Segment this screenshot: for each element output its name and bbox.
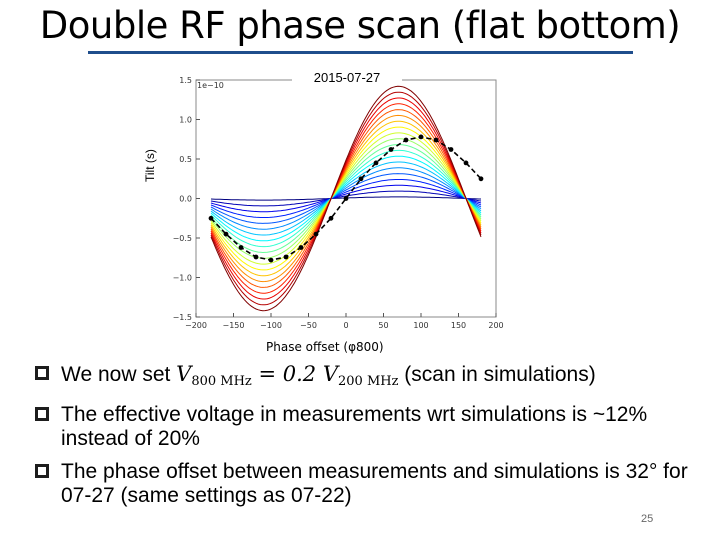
simulation-curve xyxy=(210,190,482,207)
x-tick-label: 100 xyxy=(413,321,428,330)
simulation-curve xyxy=(210,97,482,300)
plot-date-label: 2015-07-27 xyxy=(292,70,402,85)
measurement-point xyxy=(238,245,244,250)
math-symbol-v: V xyxy=(322,362,338,386)
simulation-curve xyxy=(210,155,482,242)
measurement-point xyxy=(418,134,424,140)
simulation-curve xyxy=(210,126,482,271)
measurement-point xyxy=(268,257,274,263)
bullet-list: We now set V800 MHz = 0.2 V200 MHz (scan… xyxy=(33,362,698,517)
measurement-point xyxy=(223,231,229,237)
x-tick-label: −200 xyxy=(185,321,207,330)
measurement-point xyxy=(208,215,214,221)
measurement-point xyxy=(403,137,409,143)
x-tick-label: 200 xyxy=(488,321,503,330)
y-axis-label: Tilt (s) xyxy=(143,149,157,182)
bullet-item: We now set V800 MHz = 0.2 V200 MHz (scan… xyxy=(33,362,698,394)
measurement-series xyxy=(208,134,484,263)
measurement-point xyxy=(373,160,379,166)
measurement-point xyxy=(283,254,289,260)
simulation-curve xyxy=(210,161,482,236)
plot-axes: 1.5 1.0 0.5 0.0 −0.5 −1.0 −1.5−200 −150 −100 −50 0… xyxy=(173,76,504,330)
measurement-point xyxy=(358,176,364,182)
checkbox-bullet-icon xyxy=(35,407,49,421)
measurement-point xyxy=(433,137,439,143)
measurement-point xyxy=(463,160,469,166)
checkbox-bullet-icon xyxy=(35,464,49,478)
slide-title: Double RF phase scan (flat bottom) xyxy=(39,4,681,47)
math-symbol-v: V xyxy=(176,362,192,386)
y-tick-label: 1.0 xyxy=(179,116,192,125)
simulation-curve xyxy=(210,132,482,265)
subscript-200: 200 MHz xyxy=(338,374,399,389)
bullet-text: The effective voltage in measurements wr… xyxy=(61,403,648,450)
simulation-curve xyxy=(210,120,482,277)
title-underline xyxy=(88,51,633,54)
simulation-curve xyxy=(210,173,482,224)
y-tick-label: 1.5 xyxy=(179,76,192,85)
x-tick-label: −150 xyxy=(223,321,245,330)
simulation-curve xyxy=(210,85,482,312)
simulation-curve xyxy=(210,184,482,213)
bullet-text-pre: We now set xyxy=(61,363,177,386)
x-tick-label: 50 xyxy=(378,321,388,330)
y-tick-label: 0.5 xyxy=(179,155,192,164)
subscript-800: 800 MHz xyxy=(191,374,252,389)
bullet-item: The phase offset between measurements an… xyxy=(33,460,698,508)
page-number: 25 xyxy=(641,513,654,525)
bullet-text-post: (scan in simulations) xyxy=(398,363,596,386)
math-equals: = 0.2 xyxy=(251,362,323,386)
simulation-curve xyxy=(210,114,482,283)
measurement-point xyxy=(328,215,334,221)
measurement-point xyxy=(253,254,259,260)
y-tick-label: −1.5 xyxy=(173,313,192,322)
y-tick-label: −1.0 xyxy=(173,274,192,283)
measurement-point xyxy=(298,245,304,250)
simulation-curve xyxy=(210,179,482,218)
x-tick-label: −100 xyxy=(260,321,282,330)
simulation-curve xyxy=(210,91,482,306)
simulation-curve xyxy=(210,149,482,248)
y-exponent-label: 1e−10 xyxy=(197,81,224,90)
x-tick-label: 0 xyxy=(343,321,348,330)
bullet-text: The phase offset between measurements an… xyxy=(61,460,688,507)
measurement-point xyxy=(388,147,394,152)
measurement-point xyxy=(448,147,454,152)
measurement-point xyxy=(478,176,484,182)
bullet-item: The effective voltage in measurements wr… xyxy=(33,403,698,451)
x-tick-label: −50 xyxy=(300,321,317,330)
measurement-point xyxy=(343,196,349,201)
checkbox-bullet-icon xyxy=(35,366,49,380)
simulation-curve xyxy=(210,167,482,230)
measurement-point xyxy=(313,231,319,237)
y-tick-label: −0.5 xyxy=(173,234,192,243)
y-tick-label: 0.0 xyxy=(179,195,192,204)
x-tick-label: 150 xyxy=(451,321,466,330)
x-axis-label: Phase offset (φ800) xyxy=(266,340,384,354)
simulation-curve xyxy=(210,143,482,254)
